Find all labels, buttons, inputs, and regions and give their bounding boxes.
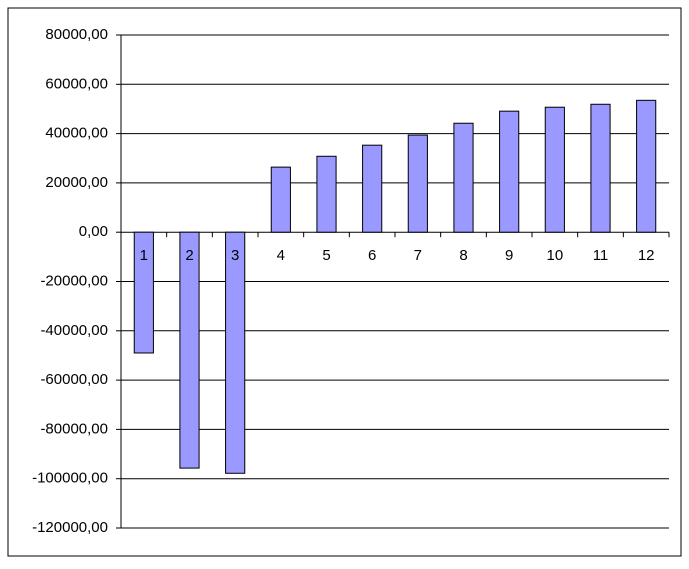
x-tick-label: 8: [459, 247, 467, 264]
x-tick-label: 11: [593, 247, 609, 264]
bar: [225, 231, 246, 474]
y-tick-label: 0,00: [79, 223, 108, 240]
y-tick-label: -100000,00: [32, 470, 108, 487]
bar: [590, 103, 611, 233]
bar: [133, 231, 154, 354]
y-tick-label: -120000,00: [32, 519, 108, 536]
x-tick-label: 6: [368, 247, 376, 264]
bar: [499, 110, 520, 233]
x-tick-label: 12: [638, 247, 655, 264]
bar: [316, 155, 337, 233]
bar: [636, 99, 657, 233]
y-tick-label: -20000,00: [40, 272, 108, 289]
x-tick-label: 2: [185, 247, 193, 264]
y-tick-label: 20000,00: [45, 174, 108, 191]
x-tick-label: 3: [231, 247, 239, 264]
x-tick-label: 1: [140, 247, 148, 264]
y-tick-label: 60000,00: [45, 75, 108, 92]
bar: [544, 106, 565, 233]
x-tick-label: 10: [546, 247, 563, 264]
bar: [270, 166, 291, 233]
bar: [362, 144, 383, 233]
y-tick-label: -40000,00: [40, 322, 108, 339]
x-tick-label: 7: [414, 247, 422, 264]
bar: [179, 231, 200, 469]
y-tick-label: -80000,00: [40, 420, 108, 437]
x-tick-label: 9: [505, 247, 513, 264]
y-tick-label: 40000,00: [45, 125, 108, 142]
x-tick-label: 5: [322, 247, 330, 264]
y-tick-label: -60000,00: [40, 371, 108, 388]
y-tick-label: 80000,00: [45, 26, 108, 43]
bar: [453, 122, 474, 233]
bar: [407, 134, 428, 233]
x-tick-label: 4: [277, 247, 285, 264]
